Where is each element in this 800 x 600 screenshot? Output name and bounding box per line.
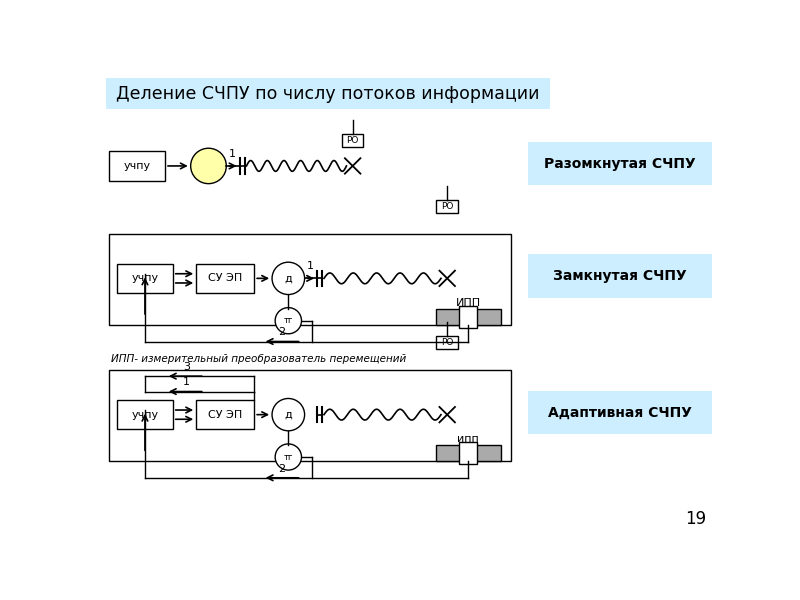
Text: 1: 1 — [307, 261, 314, 271]
Text: 2: 2 — [278, 464, 286, 473]
Circle shape — [190, 148, 226, 184]
Bar — [436, 200, 458, 213]
Text: ИПП: ИПП — [455, 298, 481, 308]
Bar — [435, 445, 501, 461]
Bar — [459, 442, 478, 464]
Text: д: д — [285, 274, 292, 283]
Text: 1: 1 — [183, 377, 190, 388]
Bar — [528, 254, 712, 298]
Text: СУ ЭП: СУ ЭП — [208, 274, 242, 283]
Text: тг: тг — [284, 316, 293, 325]
Bar — [110, 234, 510, 325]
Bar — [342, 134, 363, 146]
Text: 1: 1 — [229, 149, 236, 158]
Text: тг: тг — [284, 452, 293, 461]
Bar — [106, 78, 550, 109]
Bar — [110, 151, 165, 181]
Text: учпу: учпу — [124, 161, 150, 171]
Text: Разомкнутая СЧПУ: Разомкнутая СЧПУ — [544, 157, 696, 170]
Circle shape — [275, 444, 302, 470]
Bar — [196, 400, 254, 429]
Text: СУ ЭП: СУ ЭП — [208, 410, 242, 419]
Bar — [436, 336, 458, 349]
Text: ИПП- измерительный преобразователь перемещений: ИПП- измерительный преобразователь перем… — [111, 354, 406, 364]
Text: РО: РО — [441, 202, 454, 211]
Text: учпу: учпу — [131, 410, 158, 419]
Circle shape — [272, 398, 305, 431]
Text: РО: РО — [441, 338, 454, 347]
Text: учпу: учпу — [131, 274, 158, 283]
Bar — [528, 391, 712, 434]
Bar — [435, 309, 501, 325]
Text: Замкнутая СЧПУ: Замкнутая СЧПУ — [553, 269, 687, 283]
Text: д: д — [285, 410, 292, 419]
Bar — [528, 142, 712, 185]
Text: ипп: ипп — [458, 434, 479, 444]
Text: 3: 3 — [183, 362, 190, 372]
Text: 2: 2 — [278, 328, 286, 337]
Circle shape — [272, 262, 305, 295]
Bar — [110, 370, 510, 461]
Text: Деление СЧПУ по числу потоков информации: Деление СЧПУ по числу потоков информации — [116, 85, 539, 103]
Bar — [459, 306, 478, 328]
Text: РО: РО — [346, 136, 359, 145]
Circle shape — [275, 308, 302, 334]
Bar — [117, 400, 173, 429]
Text: Адаптивная СЧПУ: Адаптивная СЧПУ — [548, 406, 692, 419]
Bar — [196, 264, 254, 293]
Text: 19: 19 — [685, 510, 706, 528]
Bar — [117, 264, 173, 293]
